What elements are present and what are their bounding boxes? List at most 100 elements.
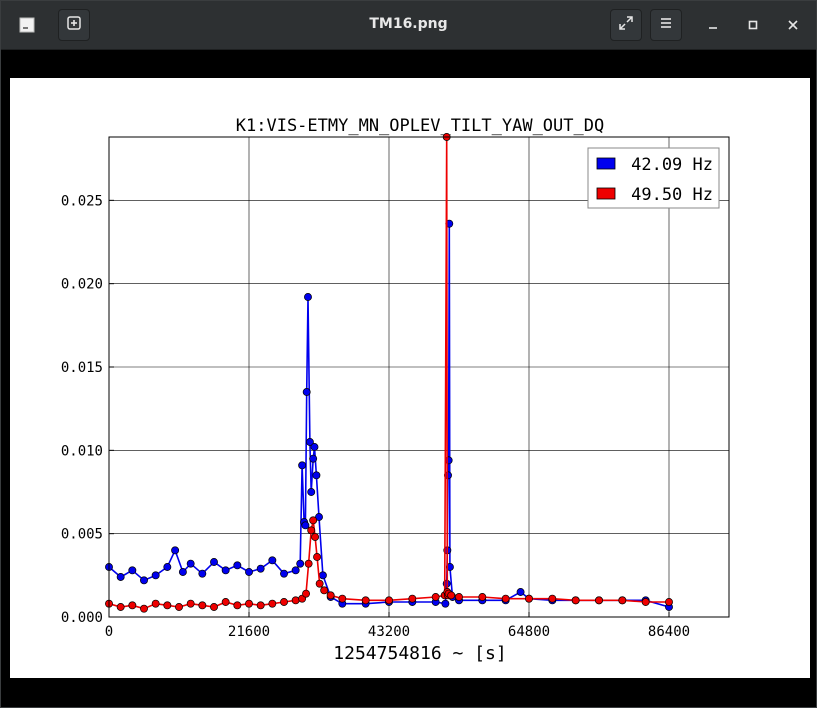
data-point [210, 558, 218, 566]
plot-frame [108, 136, 730, 618]
expand-icon [619, 16, 633, 34]
data-point [301, 521, 310, 530]
data-point [163, 601, 172, 610]
data-point [221, 566, 230, 575]
data-point [233, 561, 242, 570]
data-point [618, 596, 627, 605]
data-point [571, 596, 580, 605]
data-point [444, 456, 453, 465]
data-point [315, 579, 324, 588]
data-point [307, 526, 316, 535]
window-title: TM16.png [369, 16, 448, 32]
chart-series [105, 133, 673, 613]
data-point [186, 599, 195, 608]
data-point [431, 593, 440, 601]
data-point [305, 438, 314, 446]
data-point [280, 598, 288, 606]
minimize-button[interactable] [697, 9, 729, 41]
menu-button[interactable] [650, 9, 682, 41]
data-point [140, 604, 148, 613]
y-tick-label: 0.005 [61, 527, 103, 543]
data-point [313, 553, 322, 561]
data-point [304, 293, 312, 301]
data-point [445, 563, 454, 571]
minimize-icon [707, 16, 719, 35]
data-point [221, 598, 230, 606]
data-point [455, 593, 463, 601]
y-tick-label: 0.010 [61, 443, 103, 459]
data-point [198, 601, 207, 610]
data-point [268, 599, 277, 608]
legend-entry: 42.09 Hz [596, 155, 713, 175]
data-point [408, 594, 417, 603]
data-point [309, 454, 318, 463]
data-point [478, 593, 487, 601]
data-point [548, 594, 557, 603]
new-window-button[interactable] [58, 9, 90, 41]
data-point [516, 588, 525, 596]
data-point [641, 598, 650, 606]
image-viewer-icon [11, 9, 43, 41]
data-point [128, 566, 137, 575]
data-point [298, 461, 307, 470]
data-point [233, 601, 242, 610]
data-point [361, 596, 370, 605]
data-point [256, 601, 265, 610]
data-point [311, 533, 320, 541]
data-point [338, 594, 347, 603]
data-point [315, 513, 323, 521]
data-point [525, 594, 533, 603]
legend-swatch [596, 187, 616, 200]
data-point [320, 586, 329, 595]
data-point [245, 599, 253, 608]
data-point [210, 603, 218, 611]
y-tick-label: 0.000 [61, 610, 103, 626]
data-point [268, 556, 277, 565]
data-point [318, 571, 327, 580]
image-viewport: K1:VIS-ETMY_MN_OPLEV_TILT_YAW_OUT_DQ 0 21… [1, 50, 816, 707]
data-point [296, 559, 305, 568]
data-point [116, 603, 125, 611]
data-point [163, 563, 172, 571]
x-axis-label: 1254754816 ~ [s] [333, 643, 506, 664]
data-point [291, 596, 300, 605]
data-point [151, 571, 160, 580]
plus-icon [67, 16, 81, 34]
data-point [310, 443, 319, 451]
x-tick-label: 43200 [368, 624, 410, 640]
data-point [256, 564, 265, 573]
maximize-icon [747, 16, 759, 35]
image-canvas: K1:VIS-ETMY_MN_OPLEV_TILT_YAW_OUT_DQ 0 21… [10, 78, 810, 678]
data-point [595, 596, 603, 605]
title-bar: TM16.png [1, 1, 816, 50]
data-point [302, 589, 310, 598]
chart-grid [109, 137, 729, 617]
data-point [186, 559, 195, 568]
data-point [447, 591, 456, 600]
maximize-button[interactable] [737, 9, 769, 41]
close-icon [787, 16, 799, 35]
y-tick-label: 0.025 [61, 193, 103, 209]
data-point [151, 599, 160, 608]
data-point [175, 603, 183, 611]
data-point [116, 573, 125, 581]
data-point [128, 601, 137, 610]
data-point [140, 576, 148, 585]
x-tick-label: 21600 [228, 624, 270, 640]
series-2 [105, 133, 673, 613]
data-point [444, 471, 452, 480]
fullscreen-button[interactable] [610, 9, 642, 41]
legend-entry: 49.50 Hz [596, 185, 713, 205]
legend: 42.09 Hz 49.50 Hz [587, 147, 720, 209]
data-point [385, 596, 393, 605]
data-point [326, 591, 335, 600]
chart: K1:VIS-ETMY_MN_OPLEV_TILT_YAW_OUT_DQ 0 21… [61, 116, 730, 664]
x-tick-label: 0 [105, 624, 113, 640]
chart-title: K1:VIS-ETMY_MN_OPLEV_TILT_YAW_OUT_DQ [236, 116, 604, 136]
data-point [501, 594, 510, 603]
y-tick-label: 0.020 [61, 277, 103, 293]
close-button[interactable] [777, 9, 809, 41]
x-tick-label: 64800 [508, 624, 550, 640]
data-point [245, 568, 253, 576]
